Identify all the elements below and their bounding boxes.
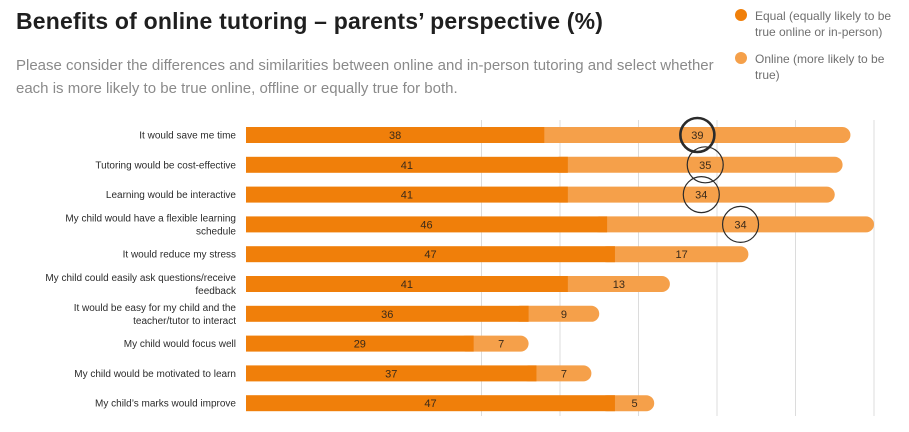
category-label: My child could easily ask questions/rece… <box>45 273 237 297</box>
bar-equal <box>246 186 568 203</box>
bar-online <box>528 127 851 143</box>
value-label-online: 5 <box>632 398 638 410</box>
highlight-circle <box>686 146 724 184</box>
bar-equal <box>246 395 615 412</box>
value-label-online: 34 <box>734 219 746 231</box>
bar-online <box>598 246 749 263</box>
category-label-line: teacher/tutor to interact <box>133 316 236 327</box>
highlight-circle <box>682 176 720 214</box>
value-label-online: 35 <box>699 160 711 172</box>
value-label-online: 17 <box>676 249 688 261</box>
value-label-online: 9 <box>561 309 567 321</box>
legend-item-online: Online (more likely to be true) <box>735 51 905 83</box>
category-label: Learning would be interactive <box>106 190 237 201</box>
category-label-line: My child would focus well <box>124 339 236 350</box>
bar-equal <box>246 156 568 173</box>
bar-online <box>520 365 592 382</box>
value-label-equal: 38 <box>389 130 401 142</box>
category-label: It would reduce my stress <box>123 250 236 261</box>
category-label-line: My child would be motivated to learn <box>74 369 236 380</box>
legend-item-equal: Equal (equally likely to be true online … <box>735 8 905 40</box>
value-label-equal: 41 <box>401 279 413 291</box>
bar-online <box>551 276 670 292</box>
bar-equal <box>246 127 545 143</box>
bar-online <box>512 305 600 322</box>
value-label-online: 7 <box>498 339 504 351</box>
bar-equal <box>246 246 615 263</box>
category-label-line: schedule <box>196 226 236 237</box>
value-label-online: 7 <box>561 368 567 380</box>
bar-equal <box>246 216 608 233</box>
category-label-line: It would reduce my stress <box>123 250 236 261</box>
value-label-equal: 36 <box>381 309 393 321</box>
value-label-online: 13 <box>613 279 625 291</box>
highlight-circle <box>721 205 760 243</box>
category-label-line: feedback <box>195 286 237 297</box>
value-label-equal: 47 <box>424 398 436 410</box>
bar-online <box>551 156 843 173</box>
category-label-line: My child could easily ask questions/rece… <box>45 273 236 284</box>
value-label-online: 39 <box>691 130 703 142</box>
value-label-equal: 41 <box>401 160 413 172</box>
bar-online <box>591 216 874 233</box>
page-title: Benefits of online tutoring – parents’ p… <box>16 8 604 34</box>
category-label-line: It would save me time <box>139 131 236 142</box>
category-label: My child would focus well <box>124 339 236 350</box>
legend-label-online: Online (more likely to be true) <box>755 52 885 82</box>
bar-equal <box>246 365 537 382</box>
value-label-equal: 29 <box>354 339 366 351</box>
category-label-line: Tutoring would be cost-effective <box>95 160 236 171</box>
bar-online <box>457 335 529 352</box>
bar-online <box>551 186 835 203</box>
category-label-line: It would be easy for my child and the <box>74 303 237 314</box>
highlight-circle <box>679 116 716 154</box>
legend-swatch-equal <box>735 9 747 21</box>
category-label-line: Learning would be interactive <box>106 190 237 201</box>
legend-swatch-online <box>735 52 747 64</box>
category-label: It would save me time <box>139 131 236 142</box>
chart-legend: Equal (equally likely to be true online … <box>735 8 905 83</box>
bar-equal <box>246 305 529 322</box>
bar-equal <box>246 276 568 292</box>
value-label-equal: 41 <box>401 190 413 202</box>
category-label: It would be easy for my child and the tea… <box>74 303 237 327</box>
value-label-equal: 47 <box>424 249 436 261</box>
bar-equal <box>246 335 474 352</box>
category-label: My child would be motivated to learn <box>74 369 236 380</box>
value-label-equal: 37 <box>385 368 397 380</box>
category-label-line: My child’s marks would improve <box>95 399 236 410</box>
category-label: My child’s marks would improve <box>95 399 236 410</box>
page-subtitle: Please consider the differences and simi… <box>16 57 714 97</box>
category-label: My child would have a flexible learning s… <box>65 213 236 237</box>
category-label-line: My child would have a flexible learning <box>65 213 236 224</box>
value-label-equal: 46 <box>420 219 432 231</box>
legend-label-equal: Equal (equally likely to be true online … <box>755 9 892 39</box>
category-label: Tutoring would be cost-effective <box>95 160 236 171</box>
value-label-online: 34 <box>695 190 707 202</box>
